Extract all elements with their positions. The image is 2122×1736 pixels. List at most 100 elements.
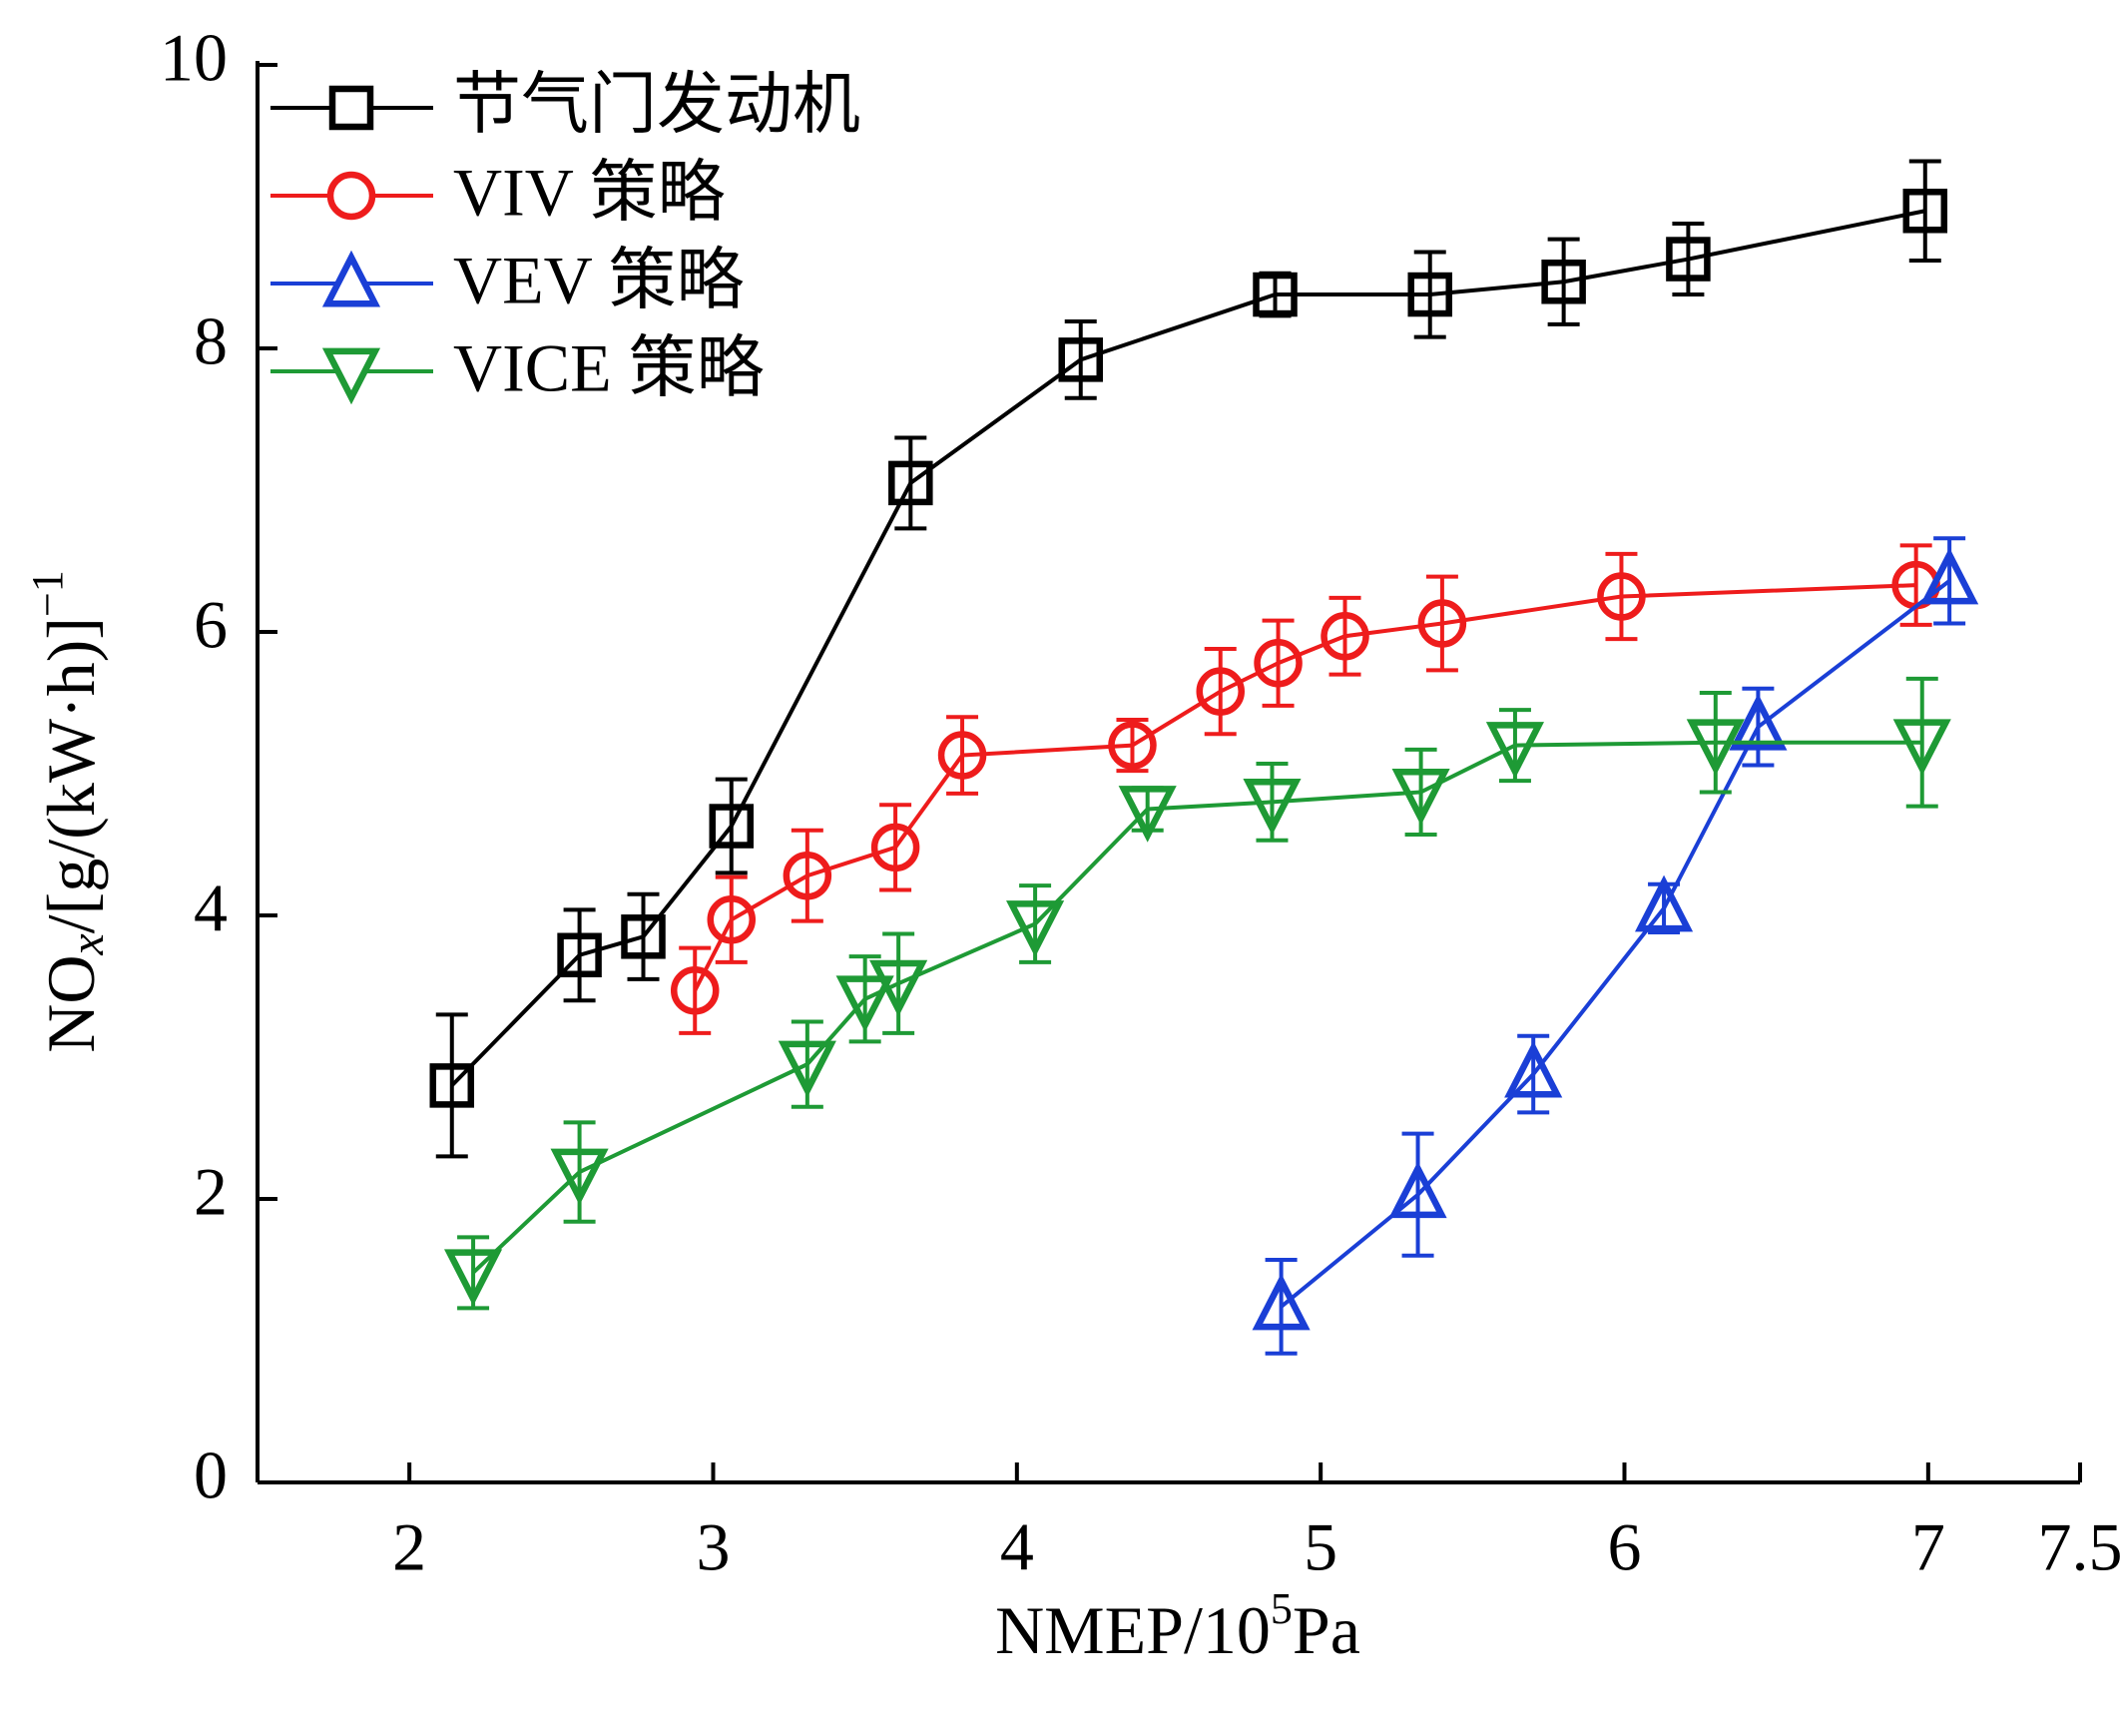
legend-marker	[326, 171, 376, 221]
series	[444, 676, 1951, 1311]
error-bar	[879, 803, 912, 892]
marker	[670, 966, 720, 1015]
error-bar	[1401, 1131, 1434, 1258]
marker	[1417, 599, 1467, 648]
error-bar	[791, 828, 823, 923]
series	[1252, 536, 1979, 1356]
error-bar	[1672, 222, 1705, 297]
marker	[1686, 719, 1745, 777]
legend-entry: VIV 策略	[270, 155, 726, 231]
marker	[1006, 900, 1065, 957]
marker	[1253, 272, 1298, 317]
marker	[1388, 1161, 1447, 1219]
marker	[1729, 693, 1788, 751]
y-tick-label: 10	[160, 20, 228, 96]
y-tick-label: 6	[194, 587, 228, 663]
marker	[869, 959, 928, 1017]
error-bar	[715, 777, 748, 875]
legend-entry: 节气门发动机	[270, 67, 860, 143]
series-line	[693, 583, 1916, 992]
marker	[1118, 786, 1177, 843]
y-tick-label: 8	[194, 303, 228, 379]
error-bar	[1425, 574, 1458, 673]
y-label-sub: x	[61, 933, 114, 955]
series-line	[1280, 579, 1951, 1309]
legend-label: VICE 策略	[453, 330, 765, 406]
marker	[870, 823, 920, 872]
y-axis-label: NOx/[g/(kW·h)]−1	[23, 570, 114, 1053]
error-bar	[946, 715, 979, 796]
legend-label: 节气门发动机	[453, 67, 860, 143]
error-bar	[715, 874, 748, 964]
x-tick-label: 5	[1304, 1509, 1337, 1585]
error-bar	[627, 891, 660, 981]
y-label-part: /[g/(kW·h)]	[33, 617, 109, 933]
x-tick-label: 7	[1911, 1509, 1945, 1585]
series	[429, 159, 1948, 1159]
legend-marker	[321, 250, 381, 307]
marker	[1254, 638, 1303, 688]
marker	[1892, 719, 1951, 777]
marker	[1920, 547, 1979, 605]
marker	[1391, 769, 1450, 826]
marker	[1597, 572, 1646, 621]
marker	[621, 914, 666, 959]
x-tick-label: 2	[392, 1509, 426, 1585]
marker	[835, 975, 894, 1033]
marker	[1243, 778, 1302, 836]
legend-entry: VEV 策略	[270, 243, 745, 318]
error-bar	[1605, 551, 1638, 642]
legend-entry: VICE 策略	[270, 330, 765, 406]
marker	[709, 804, 755, 849]
marker	[1902, 189, 1948, 234]
marker	[888, 460, 933, 506]
legend-marker	[328, 85, 374, 131]
error-bar	[1905, 676, 1938, 809]
error-bar	[1413, 250, 1446, 339]
legend-label: VIV 策略	[453, 155, 726, 231]
error-bar	[1064, 319, 1097, 400]
legend-label: VEV 策略	[453, 243, 745, 318]
error-bar	[563, 907, 596, 1003]
marker	[1108, 721, 1157, 770]
y-tick-label: 2	[194, 1154, 228, 1230]
error-bar	[435, 1012, 468, 1159]
marker	[783, 851, 832, 900]
marker	[778, 1040, 836, 1098]
marker	[550, 1148, 609, 1206]
y-label-part: NO	[33, 955, 109, 1053]
marker	[1634, 874, 1694, 932]
x-tick-label: 7.5	[2038, 1509, 2122, 1585]
error-bar	[1899, 543, 1932, 627]
x-tick-label: 3	[697, 1509, 731, 1585]
error-bar	[1204, 647, 1237, 737]
marker	[1058, 337, 1103, 382]
x-label-part: NMEP/10	[995, 1592, 1271, 1668]
legend-marker	[321, 347, 381, 405]
error-bar	[679, 945, 712, 1035]
x-tick-label: 6	[1608, 1509, 1642, 1585]
y-tick-label: 0	[194, 1438, 228, 1513]
x-tick-label: 4	[1000, 1509, 1034, 1585]
marker	[707, 895, 757, 944]
marker	[1541, 260, 1586, 304]
y-label-sup: −1	[23, 570, 72, 617]
marker	[1666, 237, 1711, 282]
error-bar	[1116, 718, 1149, 774]
y-tick-label: 4	[194, 870, 228, 946]
marker	[1252, 1273, 1311, 1331]
marker	[1504, 1040, 1563, 1098]
error-bar	[1908, 159, 1941, 263]
series-line	[471, 740, 1922, 1275]
error-bar	[1262, 618, 1295, 708]
marker	[1407, 272, 1452, 317]
error-bar	[894, 435, 927, 531]
marker	[557, 932, 602, 978]
marker	[429, 1063, 475, 1108]
x-axis-label: NMEP/105Pa	[995, 1584, 1360, 1668]
error-bar	[1328, 595, 1361, 677]
series	[670, 543, 1940, 1035]
x-label-part: Pa	[1293, 1592, 1360, 1668]
marker	[1485, 722, 1545, 779]
marker	[1196, 667, 1245, 716]
